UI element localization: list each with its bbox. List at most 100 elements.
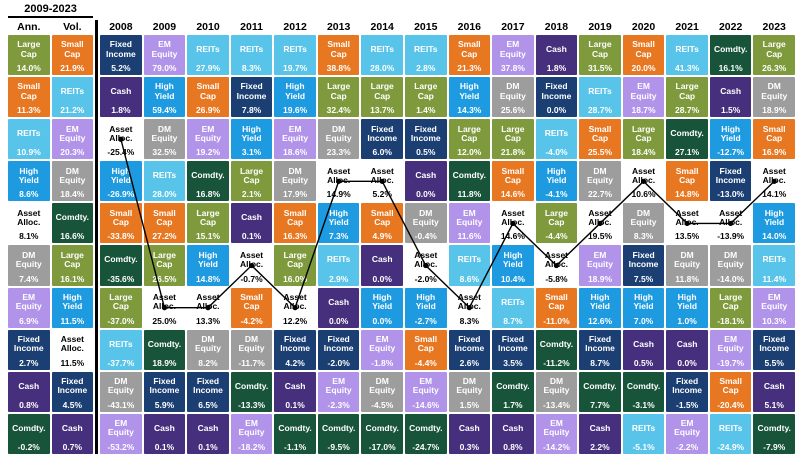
return-value: 16.1% [718, 63, 743, 74]
return-cell: Small Cap 27.2% [143, 203, 186, 244]
return-value: -2.2% [675, 441, 699, 452]
asset-label: Large Cap [17, 39, 41, 59]
return-cell: DM Equity -4.5% [361, 371, 403, 412]
return-value: 37.8% [500, 63, 525, 74]
asset-label: REITs [457, 254, 482, 265]
asset-label: DM Equity [107, 376, 134, 396]
asset-label: Large Cap [544, 207, 569, 227]
return-cell: Small Cap 14.6% [492, 161, 534, 202]
return-cell: High Yield 14.0% [753, 203, 795, 244]
return-cell: Small Cap 26.9% [187, 77, 229, 118]
asset-label: Large Cap [631, 123, 656, 143]
return-cell: Large Cap -37.0% [100, 287, 142, 328]
asset-label: High Yield [677, 291, 698, 312]
asset-label: Asset Alloc. [370, 165, 394, 185]
return-value: 14.9% [326, 189, 351, 200]
asset-label: Fixed Income [57, 376, 88, 396]
return-cell: Large Cap 21.8% [492, 119, 534, 160]
return-value: -14.2% [542, 441, 570, 452]
return-cell: EM Equity 18.7% [622, 77, 665, 118]
return-cell: Asset Alloc. 13.5% [666, 203, 708, 244]
return-cell: Fixed Income 6.5% [187, 371, 229, 412]
return-cell: Large Cap 32.4% [317, 77, 360, 118]
return-value: 8.7% [503, 315, 523, 326]
return-value: -12.7% [717, 147, 745, 158]
return-cell: Small Cap 4.9% [361, 203, 403, 244]
asset-label: Small Cap [501, 165, 525, 185]
return-cell: Fixed Income 6.0% [361, 119, 403, 160]
return-cell: Asset Alloc. 13.3% [187, 287, 229, 328]
return-value: 0.8% [19, 399, 39, 410]
return-cell: EM Equity 6.9% [8, 287, 50, 328]
return-cell: Cash 0.7% [51, 413, 94, 454]
return-cell: EM Equity 37.8% [492, 35, 534, 76]
asset-label: High Yield [633, 291, 654, 312]
return-cell: Small Cap 38.8% [317, 35, 360, 76]
return-value: 12.6% [587, 315, 613, 326]
return-value: 16.9% [762, 147, 787, 158]
column-header-2014: 2014 [370, 20, 394, 33]
return-value: 0.5% [633, 357, 654, 368]
return-value: -4.5% [371, 399, 394, 410]
asset-label: DM Equity [369, 376, 396, 396]
return-cell: Large Cap 2.1% [230, 161, 273, 202]
return-cell: REITs 28.7% [579, 77, 621, 118]
asset-label: High Yield [415, 291, 436, 312]
asset-label: Small Cap [283, 207, 307, 227]
asset-label: DM Equity [674, 249, 701, 270]
return-cell: Asset Alloc. 19.5% [579, 203, 621, 244]
return-cell: DM Equity -0.4% [405, 203, 447, 244]
asset-label: Small Cap [196, 81, 220, 101]
asset-label: Small Cap [719, 376, 742, 396]
return-cell: Asset Alloc. 14.6% [492, 203, 534, 244]
asset-label: Comdty. [147, 338, 182, 349]
return-value: 11.8% [457, 189, 482, 200]
asset-label: Fixed Income [585, 334, 615, 354]
return-cell: DM Equity 32.5% [143, 119, 186, 160]
return-value: 3.5% [503, 357, 523, 368]
return-value: 0.7% [62, 441, 83, 452]
return-cell: High Yield -4.1% [535, 161, 578, 202]
asset-label: Asset Alloc. [152, 291, 177, 312]
return-value: 26.5% [152, 273, 177, 284]
return-value: 5.2% [372, 189, 392, 200]
asset-label: Large Cap [283, 249, 307, 270]
return-cell: Small Cap -33.8% [100, 203, 142, 244]
asset-label: Large Cap [196, 207, 220, 227]
asset-label: Comdty. [278, 422, 312, 433]
asset-label: DM Equity [412, 207, 439, 227]
asset-label: REITs [109, 338, 133, 349]
asset-label: Asset Alloc. [17, 207, 41, 227]
return-cell: REITs 8.3% [230, 35, 273, 76]
return-cell: Cash 0.0% [666, 329, 708, 370]
return-cell: High Yield 0.0% [361, 287, 403, 328]
return-value: 8.1% [19, 231, 39, 242]
return-value: 10.3% [762, 315, 787, 326]
asset-label: Cash [763, 380, 785, 391]
asset-label: Comdty. [713, 43, 748, 54]
asset-label: Fixed Income [13, 334, 44, 354]
return-value: 19.6% [283, 105, 308, 116]
return-cell: Comdty. 11.8% [448, 161, 491, 202]
return-value: -18.1% [717, 315, 745, 326]
return-value: 27.9% [195, 63, 221, 74]
return-value: 0.0% [546, 105, 567, 116]
return-cell: DM Equity -14.0% [709, 245, 752, 286]
asset-label: DM Equity [59, 165, 86, 185]
column-header-2018: 2018 [544, 20, 569, 33]
return-value: 10.4% [500, 273, 525, 284]
return-value: 10.9% [16, 147, 41, 158]
asset-label: High Yield [18, 165, 39, 185]
return-value: 2.2% [590, 441, 610, 452]
asset-label: EM Equity [587, 249, 613, 270]
return-cell: DM Equity 7.4% [8, 245, 50, 286]
return-value: 18.4% [631, 147, 656, 158]
return-value: 1.5% [720, 105, 741, 116]
return-cell: REITs -37.7% [100, 329, 142, 370]
return-value: 0.1% [241, 231, 262, 242]
return-cell: Asset Alloc. -5.8% [535, 245, 578, 286]
return-cell: EM Equity -19.7% [709, 329, 752, 370]
return-cell: Cash 2.2% [579, 413, 621, 454]
return-cell: Large Cap -4.4% [535, 203, 578, 244]
return-cell: High Yield -12.7% [709, 119, 752, 160]
